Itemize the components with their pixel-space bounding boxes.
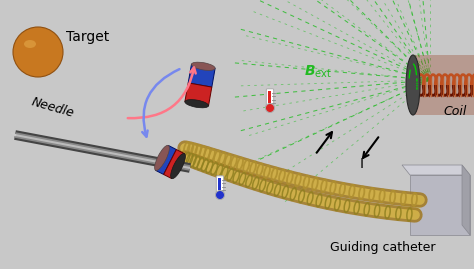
Polygon shape	[155, 146, 176, 175]
Polygon shape	[410, 175, 470, 235]
Text: Coil: Coil	[443, 105, 467, 118]
Polygon shape	[185, 83, 212, 106]
Ellipse shape	[24, 40, 36, 48]
Text: Target: Target	[66, 30, 109, 44]
Circle shape	[265, 104, 274, 112]
Polygon shape	[402, 165, 470, 175]
Bar	[219, 178, 221, 190]
Ellipse shape	[406, 55, 420, 115]
Ellipse shape	[155, 145, 169, 171]
Bar	[268, 91, 272, 103]
Text: Needle: Needle	[30, 96, 76, 120]
Text: Guiding catheter: Guiding catheter	[330, 242, 436, 254]
FancyBboxPatch shape	[216, 176, 224, 196]
Ellipse shape	[191, 62, 215, 70]
FancyBboxPatch shape	[266, 89, 273, 109]
Polygon shape	[188, 64, 215, 87]
Polygon shape	[164, 150, 184, 179]
Ellipse shape	[403, 195, 421, 215]
Ellipse shape	[185, 100, 209, 108]
Ellipse shape	[171, 154, 185, 179]
Polygon shape	[415, 55, 474, 115]
Circle shape	[216, 190, 225, 200]
Text: $\boldsymbol{B}_{\mathrm{ext}}$: $\boldsymbol{B}_{\mathrm{ext}}$	[304, 64, 332, 80]
Text: I: I	[360, 157, 364, 171]
Circle shape	[13, 27, 63, 77]
Polygon shape	[462, 165, 470, 235]
